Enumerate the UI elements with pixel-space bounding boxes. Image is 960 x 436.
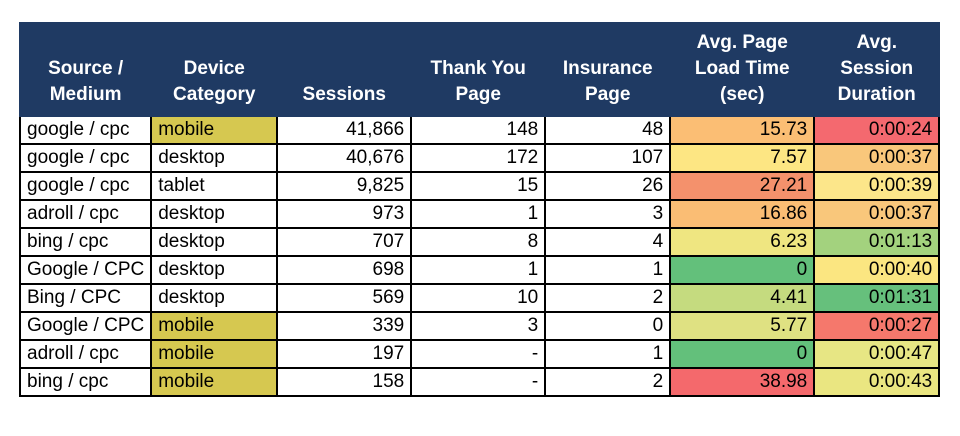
cell-avg-session-dur: 0:00:47 xyxy=(813,339,941,369)
cell-avg-session-dur: 0:00:27 xyxy=(813,311,941,341)
column-header-avg-session-dur: Avg. Session Duration xyxy=(813,22,941,117)
cell-avg-session-dur: 0:00:37 xyxy=(813,199,941,229)
cell-thank-you-page: 1 xyxy=(410,199,547,229)
table-row: bing / cpc mobile 158-2 38.98 0:00:43 xyxy=(18,367,941,397)
cell-device-category: desktop xyxy=(150,227,279,257)
cell-device-category: desktop xyxy=(150,143,279,173)
table-row: google / cpc tablet 9,825 15 26 27.21 0:00:39 xyxy=(18,171,941,201)
cell-device-category: desktop xyxy=(150,283,279,313)
cell-avg-session-dur: 0:00:39 xyxy=(813,171,941,201)
report-table-region: Source / Medium Device Category Sessions Th… xyxy=(18,22,941,397)
cell-avg-page-load: 6.23 xyxy=(669,227,816,257)
cell-avg-page-load: 16.86 xyxy=(669,199,816,229)
cell-insurance-page: 2 xyxy=(544,283,672,313)
cell-source-medium: bing / cpc xyxy=(18,227,153,257)
cell-insurance-page: 3 xyxy=(544,199,672,229)
cell-device-category: mobile xyxy=(150,339,279,369)
cell-avg-page-load: 0 xyxy=(669,339,816,369)
table-row: bing / cpc desktop 707 8 4 6.23 0:01:13 xyxy=(18,227,941,257)
cell-source-medium: adroll / cpc xyxy=(18,199,153,229)
cell-source-medium: bing / cpc xyxy=(18,367,153,397)
cell-thank-you-page: 172 xyxy=(410,143,547,173)
cell-avg-session-dur: 0:00:37 xyxy=(813,143,941,173)
cell-source-medium: Bing / CPC xyxy=(18,283,153,313)
cell-source-medium: google / cpc xyxy=(18,171,153,201)
cell-avg-page-load: 4.41 xyxy=(669,283,816,313)
cell-sessions: 339 xyxy=(276,311,413,341)
cell-avg-page-load: 5.77 xyxy=(669,311,816,341)
column-header-avg-page-load: Avg. Page Load Time (sec) xyxy=(669,22,816,117)
cell-avg-page-load: 0 xyxy=(669,255,816,285)
cell-sessions: 973 xyxy=(276,199,413,229)
column-header-sessions: Sessions xyxy=(276,22,413,117)
cell-source-medium: Google / CPC xyxy=(18,255,153,285)
cell-insurance-page: 2 xyxy=(544,367,672,397)
cell-avg-page-load: 15.73 xyxy=(669,115,816,145)
cell-thank-you-page: 15 xyxy=(410,171,547,201)
table-row: Google / CPC mobile 339 3 0 5.77 0:00:27 xyxy=(18,311,941,341)
cell-sessions: 41,866 xyxy=(276,115,413,145)
cell-thank-you-page: - xyxy=(410,339,547,369)
cell-source-medium: google / cpc xyxy=(18,143,153,173)
cell-sessions: 158 xyxy=(276,367,413,397)
cell-avg-session-dur: 0:00:43 xyxy=(813,367,941,397)
cell-device-category: mobile xyxy=(150,311,279,341)
cell-insurance-page: 1 xyxy=(544,255,672,285)
column-header-insurance-page: Insurance Page xyxy=(544,22,672,117)
cell-source-medium: google / cpc xyxy=(18,115,153,145)
table-row: adroll / cpc desktop 973 1 3 16.86 0:00:37 xyxy=(18,199,941,229)
cell-avg-session-dur: 0:01:13 xyxy=(813,227,941,257)
cell-avg-session-dur: 0:00:40 xyxy=(813,255,941,285)
cell-avg-page-load: 27.21 xyxy=(669,171,816,201)
cell-thank-you-page: 10 xyxy=(410,283,547,313)
table-row: google / cpc desktop 40,676 172 107 7.57 0:00:… xyxy=(18,143,941,173)
cell-insurance-page: 4 xyxy=(544,227,672,257)
cell-device-category: mobile xyxy=(150,115,279,145)
table-body: google / cpc mobile 41,866 148 48 15.73 0:00:2… xyxy=(18,115,941,397)
cell-sessions: 698 xyxy=(276,255,413,285)
cell-sessions: 707 xyxy=(276,227,413,257)
cell-sessions: 197 xyxy=(276,339,413,369)
cell-insurance-page: 0 xyxy=(544,311,672,341)
table-row: adroll / cpc mobile 197-1 0 0:00:47 xyxy=(18,339,941,369)
cell-sessions: 40,676 xyxy=(276,143,413,173)
cell-avg-session-dur: 0:00:24 xyxy=(813,115,941,145)
cell-thank-you-page: 8 xyxy=(410,227,547,257)
source-medium-performance-table: Source / Medium Device Category Sessions Th… xyxy=(18,22,941,397)
cell-thank-you-page: 1 xyxy=(410,255,547,285)
cell-thank-you-page: - xyxy=(410,367,547,397)
cell-insurance-page: 26 xyxy=(544,171,672,201)
header-row: Source / Medium Device Category Sessions Th… xyxy=(18,22,941,117)
column-header-source-medium: Source / Medium xyxy=(18,22,153,117)
cell-device-category: desktop xyxy=(150,255,279,285)
column-header-thank-you-page: Thank You Page xyxy=(410,22,547,117)
cell-avg-page-load: 7.57 xyxy=(669,143,816,173)
cell-device-category: mobile xyxy=(150,367,279,397)
cell-insurance-page: 1 xyxy=(544,339,672,369)
cell-sessions: 569 xyxy=(276,283,413,313)
cell-sessions: 9,825 xyxy=(276,171,413,201)
cell-thank-you-page: 148 xyxy=(410,115,547,145)
cell-device-category: tablet xyxy=(150,171,279,201)
column-header-device-category: Device Category xyxy=(150,22,279,117)
table-row: google / cpc mobile 41,866 148 48 15.73 0:00:2… xyxy=(18,115,941,145)
cell-source-medium: adroll / cpc xyxy=(18,339,153,369)
cell-thank-you-page: 3 xyxy=(410,311,547,341)
cell-avg-page-load: 38.98 xyxy=(669,367,816,397)
cell-insurance-page: 48 xyxy=(544,115,672,145)
cell-avg-session-dur: 0:01:31 xyxy=(813,283,941,313)
cell-device-category: desktop xyxy=(150,199,279,229)
cell-source-medium: Google / CPC xyxy=(18,311,153,341)
table-row: Bing / CPC desktop 569 10 2 4.41 0:01:31 xyxy=(18,283,941,313)
cell-insurance-page: 107 xyxy=(544,143,672,173)
table-row: Google / CPC desktop 698 1 1 0 0:00:40 xyxy=(18,255,941,285)
